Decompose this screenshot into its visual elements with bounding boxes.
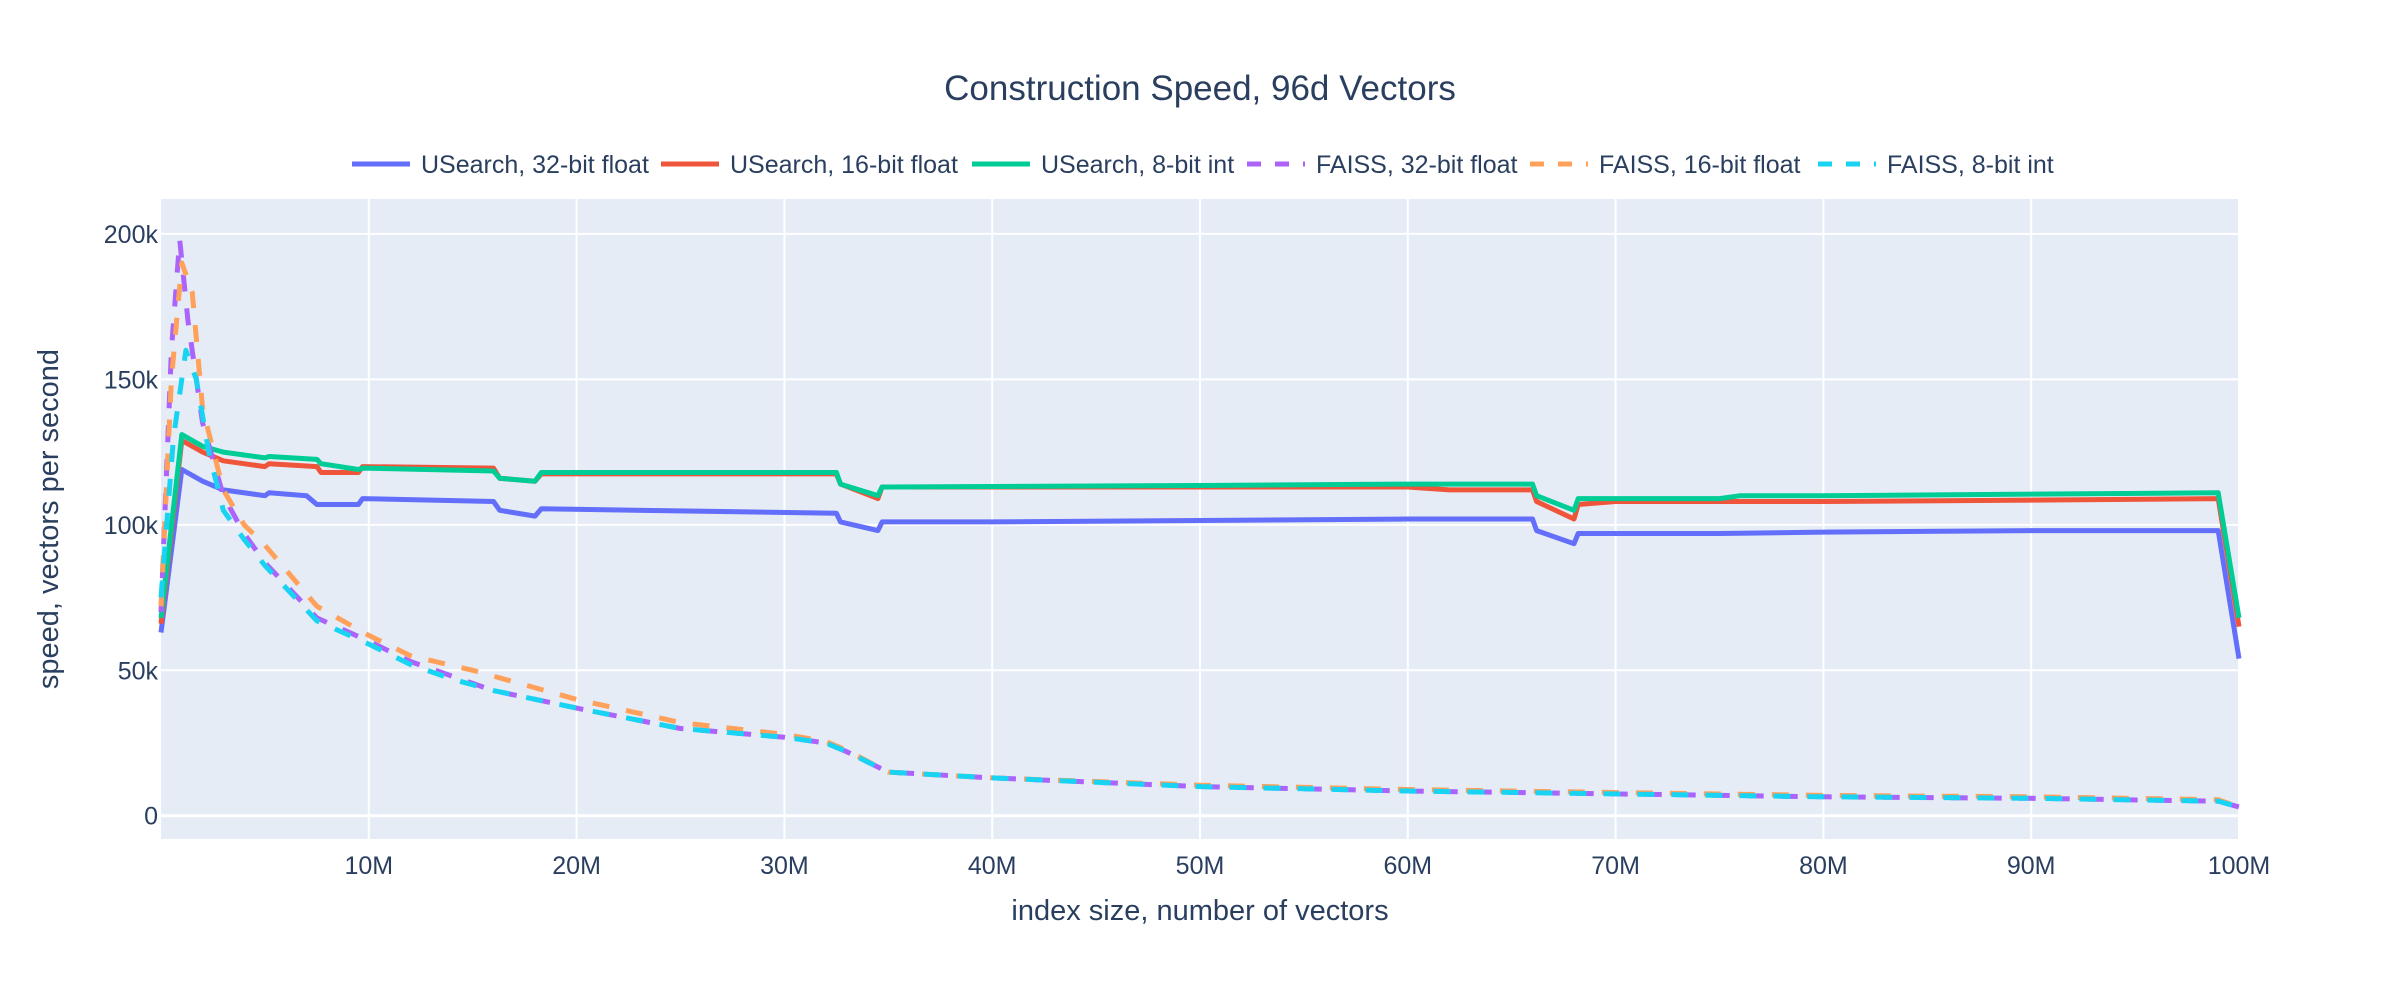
y-tick-label: 50k [118,657,159,685]
legend-item[interactable]: USearch, 32-bit float [352,151,649,179]
legend-label: USearch, 32-bit float [421,151,649,179]
y-axis-ticks: 0 50k 100k 150k 200k [104,221,159,831]
x-tick-label: 70M [1591,852,1640,880]
series-line-2 [158,432,2242,619]
legend-label: FAISS, 8-bit int [1887,151,2054,179]
y-tick-label: 100k [104,512,159,540]
legend-item[interactable]: USearch, 16-bit float [661,151,958,179]
y-tick-label: 200k [104,221,159,249]
series-lines [158,237,2242,810]
legend-label: USearch, 16-bit float [730,151,958,179]
chart-title: Construction Speed, 96d Vectors [944,69,1456,108]
x-axis-title: index size, number of vectors [1011,895,1388,927]
x-tick-label: 40M [968,852,1017,880]
x-tick-label: 30M [760,852,809,880]
gridlines [161,199,2240,839]
x-tick-label: 20M [552,852,601,880]
x-tick-label: 80M [1799,852,1848,880]
legend-label: FAISS, 32-bit float [1316,151,1518,179]
legend-label: USearch, 8-bit int [1041,151,1234,179]
legend-item[interactable]: FAISS, 16-bit float [1530,151,1801,179]
legend-item[interactable]: USearch, 8-bit int [972,151,1234,179]
legend-item[interactable]: FAISS, 8-bit int [1818,151,2054,179]
x-axis-ticks: 10M 20M 30M 40M 50M 60M 70M 80M 90M 100M [344,852,2270,880]
series-line-5 [158,347,2240,810]
legend-item[interactable]: FAISS, 32-bit float [1247,151,1518,179]
x-tick-label: 50M [1176,852,1225,880]
y-axis-title: speed, vectors per second [33,349,65,689]
x-tick-label: 60M [1383,852,1432,880]
series-line-0 [158,467,2242,660]
x-tick-label: 100M [2208,852,2271,880]
x-tick-label: 90M [2007,852,2056,880]
y-tick-label: 150k [104,366,159,394]
legend: USearch, 32-bit float USearch, 16-bit flo… [352,151,2054,179]
y-tick-label: 0 [144,803,158,831]
x-tick-label: 10M [344,852,393,880]
legend-label: FAISS, 16-bit float [1599,151,1801,179]
